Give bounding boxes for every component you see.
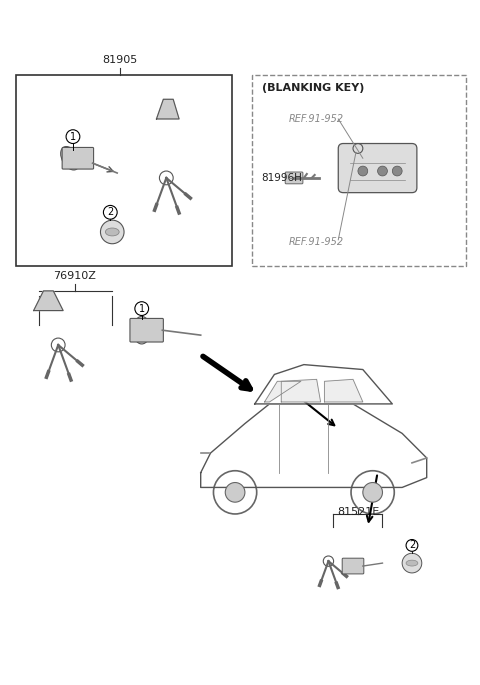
Text: 76910Z: 76910Z	[53, 271, 96, 281]
Text: (BLANKING KEY): (BLANKING KEY)	[262, 83, 364, 92]
Ellipse shape	[60, 147, 79, 170]
Circle shape	[378, 166, 387, 176]
Polygon shape	[264, 382, 301, 402]
FancyBboxPatch shape	[252, 75, 466, 266]
FancyBboxPatch shape	[338, 144, 417, 192]
FancyBboxPatch shape	[285, 172, 303, 184]
Ellipse shape	[133, 316, 151, 344]
Polygon shape	[156, 99, 179, 119]
Circle shape	[392, 166, 402, 176]
Text: 81905: 81905	[103, 55, 138, 65]
Text: 1: 1	[139, 303, 145, 314]
Circle shape	[100, 220, 124, 244]
Circle shape	[402, 553, 422, 573]
Polygon shape	[281, 379, 321, 402]
Polygon shape	[34, 291, 63, 310]
Text: 81521E: 81521E	[337, 507, 379, 517]
FancyBboxPatch shape	[62, 147, 94, 169]
Polygon shape	[255, 364, 392, 404]
Text: REF.91-952: REF.91-952	[289, 237, 344, 247]
FancyBboxPatch shape	[342, 558, 364, 574]
Circle shape	[214, 471, 257, 514]
Text: 1: 1	[70, 132, 76, 142]
Text: REF.91-952: REF.91-952	[289, 114, 344, 124]
Polygon shape	[324, 379, 363, 402]
Text: 2: 2	[107, 208, 113, 217]
Polygon shape	[201, 404, 427, 488]
Circle shape	[66, 129, 80, 144]
FancyBboxPatch shape	[130, 319, 163, 342]
Ellipse shape	[106, 228, 119, 236]
FancyBboxPatch shape	[16, 75, 232, 266]
Text: 81996H: 81996H	[262, 173, 302, 183]
Circle shape	[103, 206, 117, 219]
Circle shape	[406, 540, 418, 551]
Circle shape	[225, 482, 245, 502]
Ellipse shape	[406, 560, 418, 566]
Circle shape	[358, 166, 368, 176]
Text: 2: 2	[409, 540, 415, 551]
Circle shape	[363, 482, 383, 502]
Circle shape	[135, 301, 149, 316]
Circle shape	[351, 471, 394, 514]
